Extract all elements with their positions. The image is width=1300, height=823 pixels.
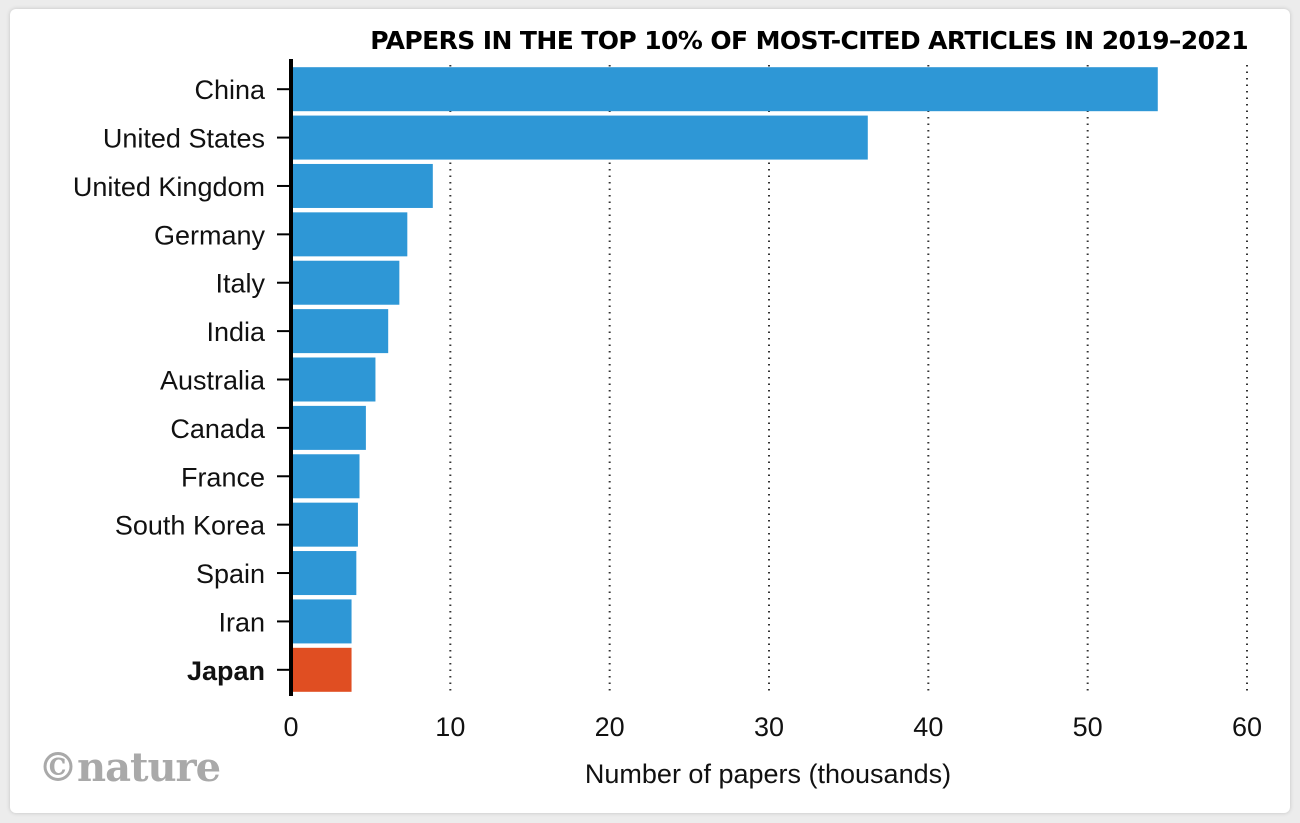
bar-south-korea bbox=[291, 502, 358, 547]
category-label: Spain bbox=[196, 559, 265, 589]
bar-united-kingdom bbox=[291, 163, 433, 208]
x-tick-label: 30 bbox=[754, 712, 784, 742]
bars bbox=[291, 67, 1158, 692]
bar-japan bbox=[291, 647, 352, 692]
x-axis-ticks: 0 10 20 30 40 50 60 bbox=[283, 712, 1262, 742]
bar-germany bbox=[291, 212, 408, 257]
bar-australia bbox=[291, 357, 376, 402]
category-label: Iran bbox=[218, 607, 265, 637]
x-tick-label: 0 bbox=[283, 712, 298, 742]
x-tick-label: 40 bbox=[913, 712, 943, 742]
x-tick-label: 50 bbox=[1073, 712, 1103, 742]
category-label: France bbox=[181, 462, 265, 492]
bar-spain bbox=[291, 551, 357, 596]
category-label: United Kingdom bbox=[73, 172, 265, 202]
bar-india bbox=[291, 309, 389, 354]
category-label: United States bbox=[103, 124, 265, 154]
category-label: China bbox=[194, 75, 266, 105]
x-tick-label: 20 bbox=[595, 712, 625, 742]
nature-logo: ©nature bbox=[38, 744, 220, 791]
bar-france bbox=[291, 454, 360, 499]
bar-iran bbox=[291, 599, 352, 644]
category-label: Germany bbox=[154, 220, 266, 250]
x-tick-label: 10 bbox=[435, 712, 465, 742]
category-label: India bbox=[206, 317, 266, 347]
category-labels: China United States United Kingdom Germany I… bbox=[73, 75, 291, 686]
category-label: Canada bbox=[170, 414, 266, 444]
category-label: Australia bbox=[160, 366, 266, 396]
bar-united-states bbox=[291, 115, 868, 160]
gridlines bbox=[449, 65, 1248, 694]
chart-title: PAPERS IN THE TOP 10% OF MOST-CITED ARTI… bbox=[370, 26, 1248, 55]
category-label: Japan bbox=[187, 656, 265, 686]
x-tick-label: 60 bbox=[1232, 712, 1262, 742]
bar-china bbox=[291, 67, 1158, 112]
category-label: South Korea bbox=[115, 511, 266, 541]
bar-italy bbox=[291, 260, 400, 305]
category-label: Italy bbox=[215, 269, 265, 299]
bar-canada bbox=[291, 405, 366, 450]
x-axis-title: Number of papers (thousands) bbox=[585, 759, 951, 789]
